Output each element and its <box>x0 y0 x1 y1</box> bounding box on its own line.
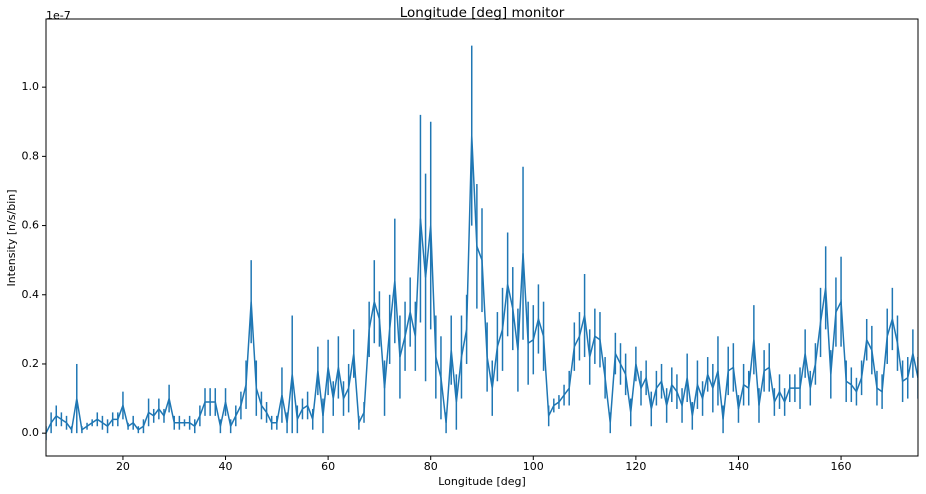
plot-frame <box>45 18 919 457</box>
x-tick-label: 160 <box>831 460 852 473</box>
x-tick-label: 100 <box>523 460 544 473</box>
offset-label: 1e-7 <box>46 9 71 22</box>
x-tick-label: 80 <box>424 460 438 473</box>
x-tick-label: 60 <box>321 460 335 473</box>
plot-area <box>46 45 918 441</box>
y-axis-label: Intensity [n/s/bin] <box>5 189 18 286</box>
y-tick-label: 0.6 <box>22 219 40 232</box>
y-tick-label: 0.2 <box>22 357 40 370</box>
x-tick-label: 120 <box>625 460 646 473</box>
y-tick-label: 1.0 <box>22 80 40 93</box>
y-tick-label: 0.4 <box>22 288 40 301</box>
data-line <box>46 135 918 434</box>
x-tick-label: 40 <box>219 460 233 473</box>
y-tick-label: 0.0 <box>22 426 40 439</box>
x-tick-label: 140 <box>728 460 749 473</box>
x-tick-label: 20 <box>116 460 130 473</box>
y-tick-label: 0.8 <box>22 149 40 162</box>
chart-title: Longitude [deg] monitor <box>400 5 565 21</box>
x-axis-label: Longitude [deg] <box>438 475 526 488</box>
axes: 0.0 0.2 0.4 0.6 0.8 1.0 20 40 60 80 100 120 140 160 <box>22 80 852 473</box>
